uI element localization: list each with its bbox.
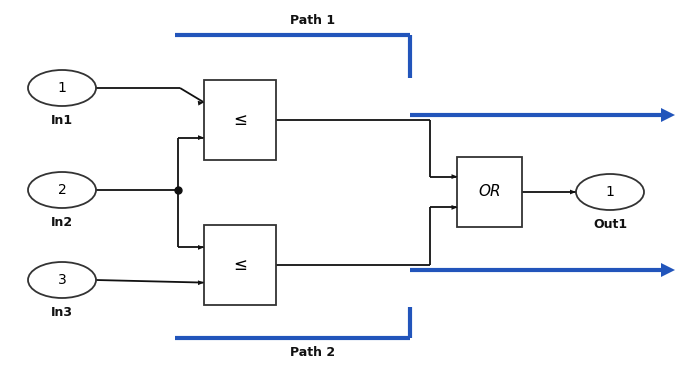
Text: In1: In1 <box>51 114 73 127</box>
Polygon shape <box>570 190 576 194</box>
Polygon shape <box>198 245 204 250</box>
Text: In2: In2 <box>51 216 73 229</box>
Text: ≤: ≤ <box>233 111 247 129</box>
Text: OR: OR <box>479 184 501 199</box>
Ellipse shape <box>28 262 96 298</box>
Ellipse shape <box>576 174 644 210</box>
Text: 1: 1 <box>606 185 614 199</box>
FancyBboxPatch shape <box>204 225 276 305</box>
Text: In3: In3 <box>51 306 73 319</box>
Polygon shape <box>198 280 204 285</box>
Text: ≤: ≤ <box>233 256 247 274</box>
Polygon shape <box>451 205 458 210</box>
Text: Path 1: Path 1 <box>290 14 335 27</box>
Text: 2: 2 <box>58 183 66 197</box>
Polygon shape <box>451 174 458 179</box>
Text: Path 2: Path 2 <box>290 346 335 359</box>
Polygon shape <box>661 108 675 122</box>
Polygon shape <box>198 135 204 140</box>
FancyBboxPatch shape <box>458 157 523 227</box>
Ellipse shape <box>28 172 96 208</box>
Text: Out1: Out1 <box>593 218 627 231</box>
Polygon shape <box>661 263 675 277</box>
Polygon shape <box>198 101 204 106</box>
Text: 1: 1 <box>58 81 66 95</box>
Text: 3: 3 <box>58 273 66 287</box>
FancyBboxPatch shape <box>204 80 276 160</box>
Ellipse shape <box>28 70 96 106</box>
